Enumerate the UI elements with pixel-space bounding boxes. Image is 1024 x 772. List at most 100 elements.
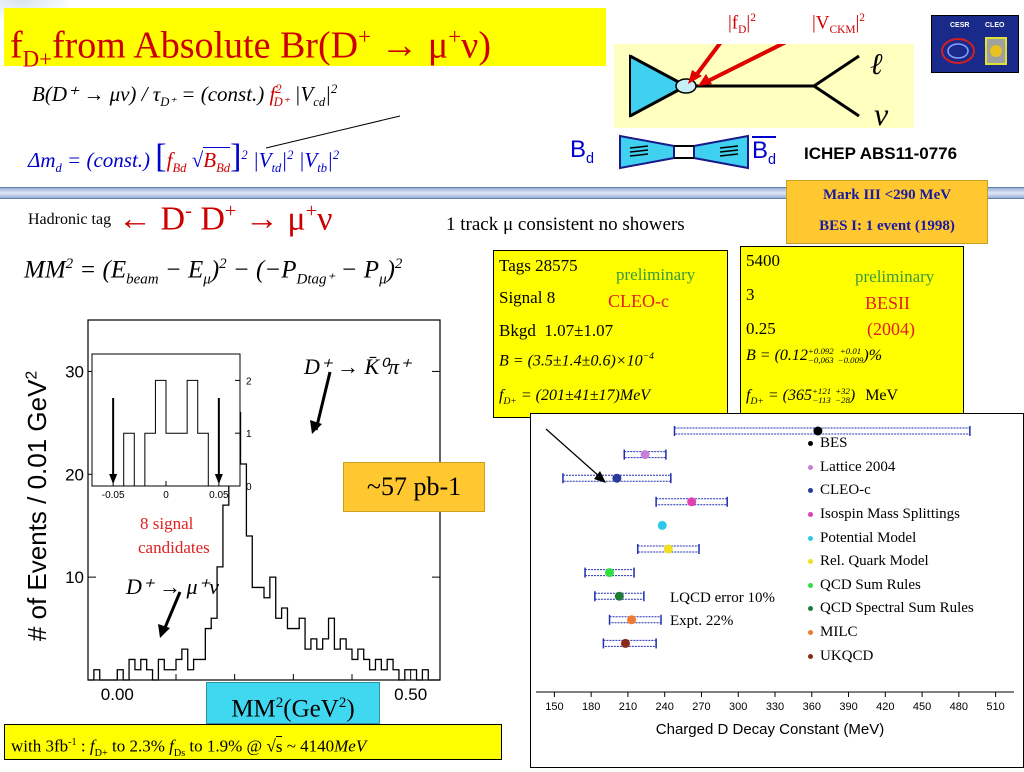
histogram-bin	[199, 659, 205, 680]
mixing-box-diagram	[619, 134, 749, 170]
legend-item: Lattice 2004	[808, 456, 974, 480]
bottom-note: with 3fb-1 : fD+ to 2.3% fDs to 1.9% @ √…	[4, 724, 502, 760]
legend-label: Potential Model	[820, 529, 917, 546]
histogram-bin	[135, 670, 141, 680]
histogram-ylabel: # of Events / 0.01 GeV2	[22, 370, 52, 642]
connector-line	[265, 115, 401, 149]
besii-signal: 3	[746, 285, 755, 304]
bd-right-label: Bd	[752, 136, 777, 173]
data-point	[614, 591, 624, 601]
cesr-cleo-logo: CESR CLEO	[931, 15, 1019, 73]
inset-y-tick-label: 2	[246, 376, 252, 387]
x-tick-label: 240	[656, 701, 674, 713]
legend-item: UKQCD	[808, 644, 974, 668]
histogram-bin	[170, 670, 176, 680]
mu-nu-arrowhead	[158, 624, 170, 638]
histogram-bin	[282, 608, 288, 680]
tag-note: 1 track μ consistent no showers	[446, 214, 685, 235]
vertex-blob	[675, 78, 697, 94]
histogram-bin	[205, 629, 211, 680]
mu-nu-arrow	[162, 591, 182, 631]
comparison-legend: BES Lattice 2004 CLEO-c Isospin Mass Splitt…	[808, 432, 974, 668]
logo-cesr-text: CESR	[950, 22, 970, 29]
besii-preliminary: preliminary	[855, 267, 935, 286]
histogram-bin	[188, 670, 194, 680]
histogram-bin	[246, 536, 252, 680]
histogram-bin	[223, 505, 229, 680]
legend-item: BES	[808, 432, 974, 456]
data-point	[813, 426, 823, 436]
legend-bullet-icon	[808, 464, 813, 470]
x-axis-label: Charged D Decay Constant (MeV)	[656, 721, 884, 738]
besii-result-box: 5400 preliminary 3 BESII 0.25 (2004) B =…	[740, 246, 964, 418]
inset-y-tick-label: 0	[246, 482, 252, 493]
x-tick-label: 210	[619, 701, 637, 713]
inset-bin	[166, 433, 177, 486]
mu-nu-label: D⁺ → μ⁺ν	[126, 574, 219, 599]
histogram-bin	[141, 659, 147, 680]
legend-label: UKQCD	[820, 647, 874, 664]
histogram-bin	[329, 618, 335, 680]
histogram-bin	[358, 649, 364, 680]
tag-line: ← D- D+ → μ+ν	[118, 200, 333, 238]
signal-note-2: candidates	[138, 538, 210, 557]
histogram-bin	[264, 598, 270, 680]
legend-label: QCD Sum Rules	[820, 576, 921, 593]
legend-bullet-icon	[808, 512, 813, 518]
br-formula: B(D⁺ → μν) / τD⁺ = (const.) f2D⁺ |Vcd|2	[32, 82, 338, 110]
legend-label: Isospin Mass Splittings	[820, 506, 961, 523]
histogram-bin	[381, 670, 387, 680]
data-point	[620, 638, 630, 648]
besii-tags: 5400	[746, 251, 780, 270]
histogram-bin	[287, 629, 293, 680]
data-point	[640, 450, 650, 460]
histogram-bin	[352, 659, 358, 680]
inset-x-tick-label: 0	[163, 490, 169, 501]
histogram-bin	[323, 639, 329, 680]
fd-arrow	[692, 44, 722, 80]
legend-item: QCD Sum Rules	[808, 574, 974, 598]
histogram-bin	[364, 659, 370, 680]
inset-bin	[187, 380, 198, 486]
x-tick-label: 360	[803, 701, 821, 713]
k0-label: D⁺ → K̄⁰π⁺	[304, 354, 411, 379]
bes1-label: BES I: 1 event (1998)	[819, 218, 955, 234]
besii-br-result: B = (0.12 +0.092 −0,063 +0.01 −0.009)%	[746, 346, 883, 366]
histogram-bin	[129, 659, 135, 680]
cleo-preliminary: preliminary	[616, 265, 696, 284]
x-tick-label: 0.50	[394, 685, 427, 704]
legend-item: Rel. Quark Model	[808, 550, 974, 574]
tags-row: Tags 28575	[499, 256, 578, 275]
x-tick-label: 330	[766, 701, 784, 713]
legend-bullet-icon	[808, 535, 813, 541]
x-tick-label: 270	[692, 701, 710, 713]
inset-bin	[198, 433, 209, 486]
legend-label: Lattice 2004	[820, 458, 896, 475]
luminosity-box: ~57 pb-1	[343, 462, 485, 512]
histogram-bin	[387, 659, 393, 680]
histogram-outline	[88, 381, 440, 681]
histogram-bin	[164, 670, 170, 680]
mark3-label: Mark III <290 MeV	[822, 187, 952, 203]
cleo-fd-result: fD+ = (201±41±17)MeV	[499, 387, 651, 408]
mm-formula: MM2 = (Ebeam − Eμ)2 − (−PDtag⁺ − Pμ)2	[24, 256, 403, 288]
inset-bin	[124, 433, 135, 486]
fd-label: |fD|2	[728, 12, 756, 37]
histogram-bin	[375, 659, 381, 680]
histogram-bin	[370, 670, 376, 680]
histogram-bin	[194, 659, 200, 680]
x-tick-label: 390	[839, 701, 857, 713]
legend-item: Potential Model	[808, 526, 974, 550]
cleo-pointer-arrowhead	[594, 471, 606, 483]
cleo-result-box: Tags 28575 preliminary Signal 8 CLEO-c B…	[493, 250, 728, 418]
cleo-pointer-arrow	[545, 428, 601, 478]
data-point	[663, 544, 673, 554]
divider-bar	[0, 187, 1024, 199]
histogram-bin	[405, 670, 411, 680]
signal-note-1: 8 signal	[140, 514, 194, 533]
comparison-panel	[530, 413, 1024, 768]
histogram-xlabel: MM2(GeV2)	[206, 682, 380, 724]
legend-bullet-icon	[808, 582, 813, 588]
cleo-experiment: CLEO-c	[608, 291, 669, 311]
histogram-bin	[241, 464, 247, 680]
